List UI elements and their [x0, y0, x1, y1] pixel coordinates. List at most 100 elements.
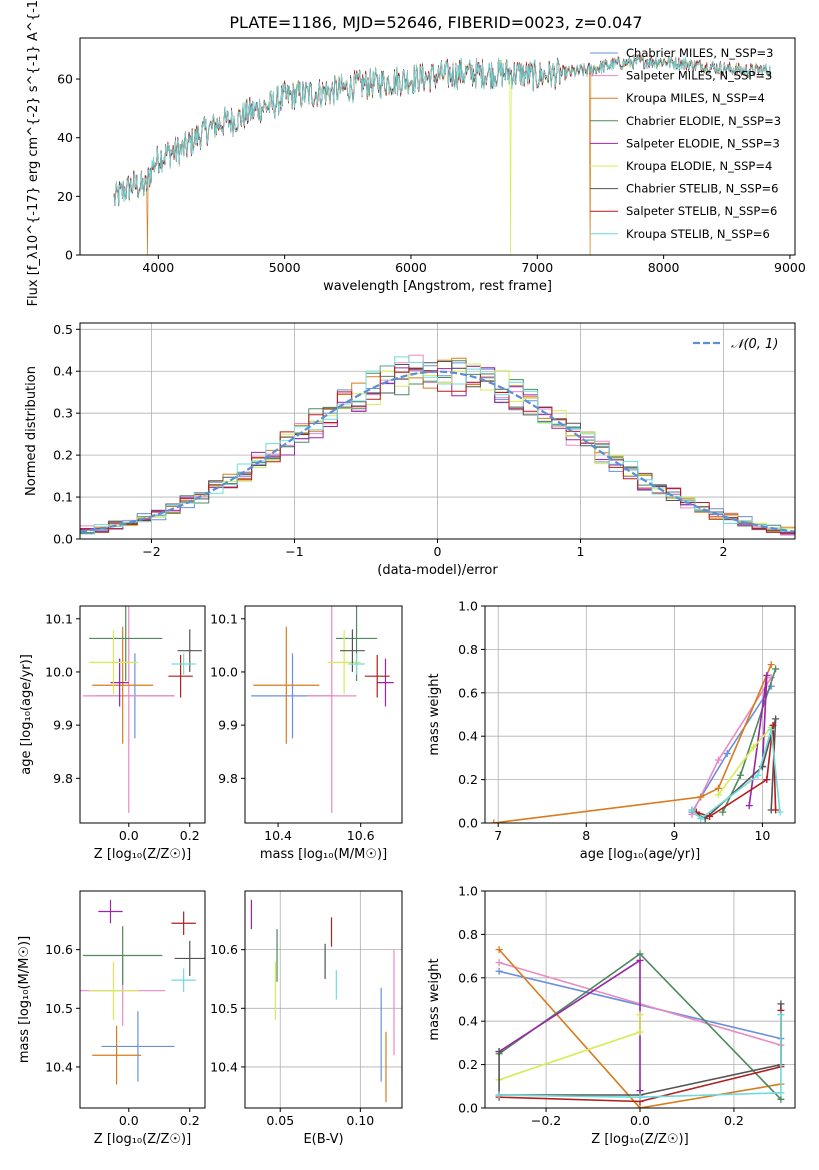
xlabel-spectrum: wavelength [Angstrom, rest frame] [323, 279, 552, 294]
ylabel-spectrum: Flux [f_λ10^{-17} erg cm^{-2} s^{-1} A^{… [26, 0, 41, 306]
xtick-label-2: 6000 [395, 260, 427, 275]
xtick-label-1: 0.0 [630, 1113, 650, 1128]
xtick-label-0: 10.4 [264, 828, 292, 843]
xtick-label-0: 4000 [142, 260, 174, 275]
weights-marker [777, 1095, 785, 1103]
xlabel-mass_vs_z: Z [log₁₀(Z/Z☉)] [94, 1132, 191, 1147]
ytick-label-2: 0.4 [458, 1014, 478, 1029]
ylabel-mass_weight_vs_age: mass weight [427, 673, 442, 755]
weights-marker [490, 819, 498, 823]
point-kroupa-stelib [171, 653, 196, 675]
plot-area-residuals [80, 354, 795, 536]
ytick-label-3: 0.6 [458, 970, 478, 985]
weights-line [498, 1014, 641, 1081]
point-kroupa-miles [253, 626, 320, 744]
xtick-label-1: 0.10 [346, 1113, 374, 1128]
weights-marker [736, 771, 744, 779]
weights-marker [772, 665, 780, 673]
xtick-label-1: 8 [582, 828, 590, 843]
spectrum-line-kroupa-miles [113, 53, 771, 255]
weights-line [499, 1014, 782, 1099]
ytick-label-0: 0.0 [458, 816, 478, 831]
ytick-label-0: 10.4 [45, 1059, 73, 1074]
point-salpeter-stelib [168, 654, 193, 698]
chart-residuals: 𝒩(0, 1) −2 −1 0 1 2 0.0 0.1 0.2 0.3 0.4 0.5 (data-mo… [24, 322, 796, 578]
point-salpeter-miles [306, 606, 357, 813]
xtick-label-1: 0.2 [180, 828, 200, 843]
legend-label-1: Salpeter MILES, N_SSP=3 [626, 69, 772, 83]
point-kroupa-elodie [89, 961, 138, 1021]
weights-kroupa-stelib [495, 1011, 785, 1101]
xtick-label-0: 7 [494, 828, 502, 843]
weights-marker [688, 806, 696, 814]
chart-mass_weight_vs_z: −0.2 0.0 0.2 0.0 0.2 0.4 0.6 0.8 1.0 Z [log₁₀(Z/Z… [427, 884, 796, 1147]
weights-marker [723, 750, 731, 758]
point-chabrier-stelib [340, 629, 365, 672]
spectrum-line-kroupa-stelib [113, 54, 771, 205]
axes-spectrum: Chabrier MILES, N_SSP=3 Salpeter MILES, N… [26, 0, 806, 306]
axes-mass_weight_vs_z: −0.2 0.0 0.2 0.0 0.2 0.4 0.6 0.8 1.0 Z [log₁₀(Z/Z… [427, 884, 796, 1147]
weights-marker [754, 771, 762, 779]
weights-line [493, 664, 772, 823]
normal-curve [80, 370, 795, 533]
ytick-label-1: 0.2 [458, 772, 478, 787]
point-salpeter-miles [83, 606, 175, 813]
point-kroupa-stelib [171, 968, 196, 992]
weights-kroupa-stelib [688, 726, 784, 823]
ytick-label-2: 40 [57, 130, 73, 145]
weights-marker [767, 726, 775, 734]
weights-marker [714, 756, 722, 764]
ytick-label-1: 10.5 [45, 1001, 73, 1016]
ytick-label-1: 10.5 [210, 1001, 238, 1016]
axes-age_vs_z: 0.0 0.2 9.8 9.9 10.0 10.1 Z [log₁₀(Z/Z☉)] age [… [19, 605, 206, 862]
xtick-label-4: 8000 [648, 260, 680, 275]
point-salpeter-stelib [171, 911, 196, 935]
weights-line [498, 958, 641, 1091]
spectrum-line-kroupa-elodie [113, 53, 771, 255]
xtick-label-2: 0.2 [724, 1113, 744, 1128]
point-kroupa-elodie [327, 630, 361, 695]
plot-area-mass_weight_vs_z [495, 946, 785, 1108]
ytick-label-2: 0.4 [458, 729, 478, 744]
ytick-label-2: 10.0 [45, 664, 73, 679]
xlabel-mass_weight_vs_z: Z [log₁₀(Z/Z☉)] [591, 1132, 688, 1147]
point-kroupa-miles [92, 1025, 141, 1085]
ytick-label-4: 0.8 [458, 927, 478, 942]
xlabel-residuals: (data-model)/error [377, 563, 498, 578]
ytick-label-2: 10.6 [45, 942, 73, 957]
weights-marker [495, 967, 503, 975]
xtick-label-0: 0.0 [119, 1113, 139, 1128]
weights-marker [636, 1011, 644, 1019]
xlabel-age_vs_z: Z [log₁₀(Z/Z☉)] [94, 847, 191, 862]
chart-mass_vs_ebv: 0.05 0.10 10.4 10.5 10.6 E(B-V) [210, 890, 403, 1147]
weights-marker [636, 1093, 644, 1101]
axes-residuals: 𝒩(0, 1) −2 −1 0 1 2 0.0 0.1 0.2 0.3 0.4 0.5 (data-mo… [24, 322, 796, 578]
plot-area-age_vs_z [83, 606, 202, 813]
chart-mass_weight_vs_age: 7 8 9 10 0.0 0.2 0.4 0.6 0.8 1.0 age [log₁₀(age/yr… [427, 599, 796, 862]
ytick-label-0: 0.0 [53, 532, 73, 547]
frame-spectrum [79, 37, 796, 256]
weights-marker [706, 812, 714, 820]
chart-spectrum: Chabrier MILES, N_SSP=3 Salpeter MILES, N… [26, 0, 806, 306]
weights-marker [495, 959, 503, 967]
weights-chabrier-elodie [719, 665, 780, 816]
chart-mass_vs_z: 0.0 0.2 10.4 10.5 10.6 Z [log₁₀(Z/Z☉)] mass [l… [17, 890, 206, 1147]
frame-age_vs_mass [244, 605, 403, 824]
legend-label-2: Kroupa MILES, N_SSP=4 [626, 91, 765, 105]
ylabel-mass_weight_vs_z: mass weight [427, 958, 442, 1040]
point-kroupa-stelib [348, 653, 365, 675]
ytick-label-5: 1.0 [458, 884, 478, 899]
xtick-label-2: 9 [670, 828, 678, 843]
weights-line [498, 949, 782, 1108]
weights-kroupa-miles [490, 661, 775, 823]
ytick-label-5: 0.5 [53, 322, 73, 337]
charts-container: Chabrier MILES, N_SSP=3 Salpeter MILES, N… [17, 0, 806, 1147]
point-salpeter-elodie [377, 658, 394, 707]
xtick-label-1: 5000 [269, 260, 301, 275]
weights-marker [763, 671, 771, 679]
weights-marker [777, 1011, 785, 1019]
legend-label-0: Chabrier MILES, N_SSP=3 [626, 46, 773, 60]
xtick-label-0: 0.05 [266, 1113, 294, 1128]
ytick-label-1: 9.9 [218, 718, 238, 733]
